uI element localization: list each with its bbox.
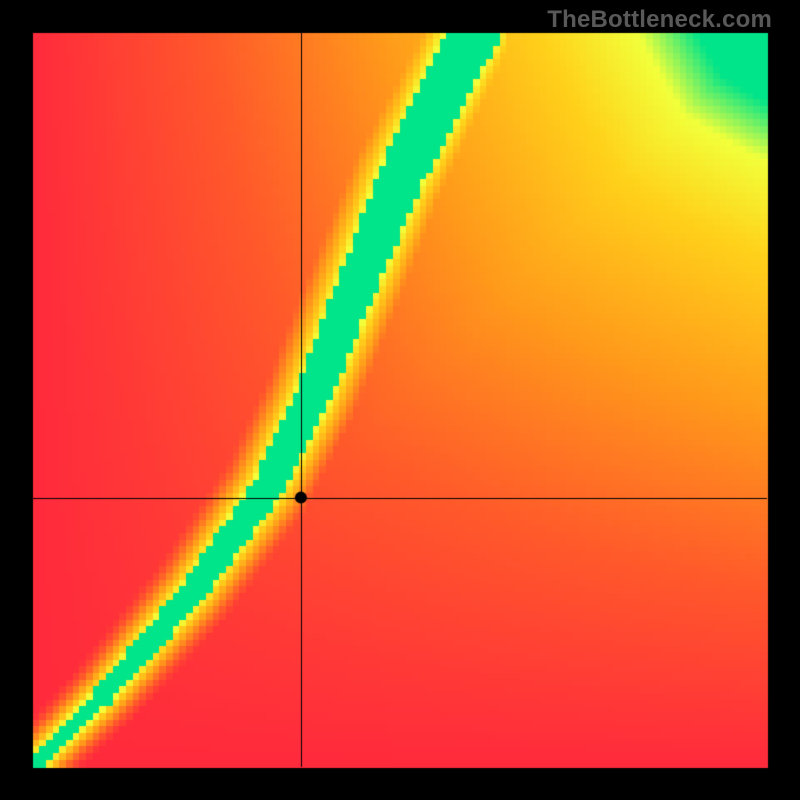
- watermark-text: TheBottleneck.com: [547, 6, 772, 34]
- heatmap-canvas: [0, 0, 800, 800]
